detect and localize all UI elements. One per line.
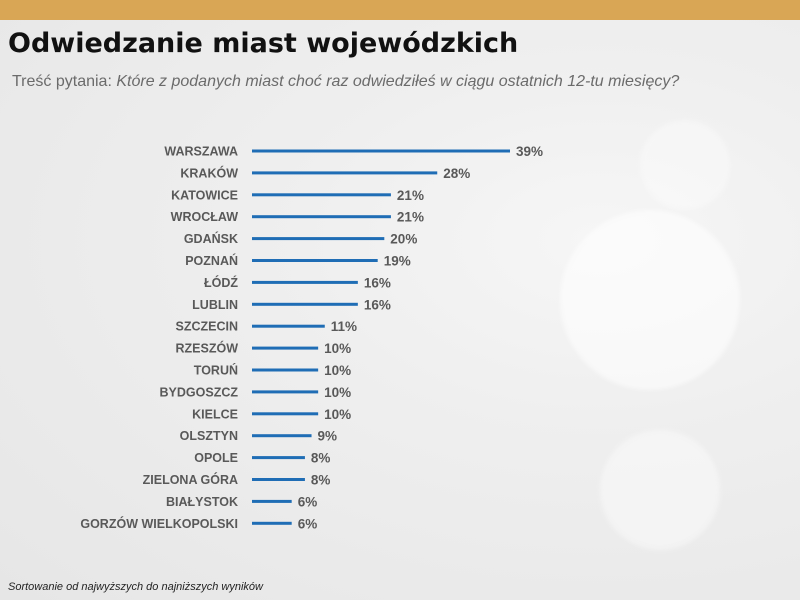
bar (252, 259, 378, 262)
value-label: 16% (364, 275, 391, 290)
category-label: TORUŃ (194, 363, 238, 378)
bar (252, 412, 319, 416)
bar (252, 237, 385, 241)
bar-chart: WARSZAWA 39% KRAKÓW 28% KATOWICE 21% WROCŁAW 21… (80, 144, 543, 531)
value-label: 6% (298, 516, 318, 531)
value-label: 21% (397, 210, 424, 225)
value-label: 8% (311, 473, 331, 488)
category-label: KATOWICE (171, 188, 238, 202)
bar (252, 368, 319, 372)
category-label: GORZÓW WIELKOPOLSKI (80, 516, 238, 531)
bar (252, 215, 391, 219)
category-label: OLSZTYN (180, 429, 238, 443)
bar (252, 499, 292, 503)
category-label: BYDGOSZCZ (160, 385, 239, 399)
category-label: WROCŁAW (171, 210, 239, 224)
bar (252, 521, 292, 525)
value-label: 10% (324, 385, 351, 400)
bar (252, 149, 510, 153)
category-label: ŁÓDŹ (204, 275, 238, 290)
category-label: SZCZECIN (176, 320, 239, 334)
question-text: Które z podanych miast choć raz odwiedzi… (116, 73, 680, 90)
bar (252, 456, 305, 460)
value-label: 11% (331, 319, 357, 334)
bar (252, 324, 325, 328)
bar (252, 193, 391, 197)
category-label: POZNAŃ (185, 253, 238, 268)
value-label: 10% (324, 407, 351, 422)
question-prefix: Treść pytania: (12, 73, 112, 90)
value-label: 19% (384, 254, 411, 269)
bar (252, 390, 319, 394)
value-label: 10% (324, 341, 351, 356)
bar (252, 346, 319, 350)
value-label: 21% (397, 188, 424, 203)
value-label: 8% (311, 451, 331, 466)
category-label: KIELCE (192, 407, 238, 421)
question-subtitle: Treść pytania: Które z podanych miast ch… (12, 73, 679, 91)
bar (252, 478, 305, 481)
bar (252, 280, 358, 284)
value-label: 20% (390, 232, 417, 247)
top-accent-band (0, 0, 800, 20)
value-label: 39% (516, 144, 543, 159)
category-label: BIAŁYSTOK (166, 495, 238, 509)
category-label: GDAŃSK (184, 231, 238, 246)
value-label: 16% (364, 297, 391, 312)
value-label: 28% (443, 166, 470, 181)
category-label: LUBLIN (192, 298, 238, 312)
page-title: Odwiedzanie miast wojewódzkich (8, 28, 519, 59)
category-label: WARSZAWA (164, 145, 238, 159)
category-label: RZESZÓW (176, 341, 239, 356)
bar (252, 434, 312, 438)
background-bokeh (560, 210, 740, 390)
bar (252, 171, 438, 175)
bar (252, 302, 358, 306)
category-label: ZIELONA GÓRA (143, 472, 238, 487)
value-label: 6% (298, 494, 318, 509)
background-bokeh (600, 430, 720, 550)
sort-note: Sortowanie od najwyższych do najniższych… (8, 581, 263, 593)
category-label: OPOLE (194, 451, 238, 465)
value-label: 9% (318, 429, 338, 444)
value-label: 10% (324, 363, 351, 378)
background-bokeh (640, 120, 730, 210)
category-label: KRAKÓW (180, 165, 238, 180)
